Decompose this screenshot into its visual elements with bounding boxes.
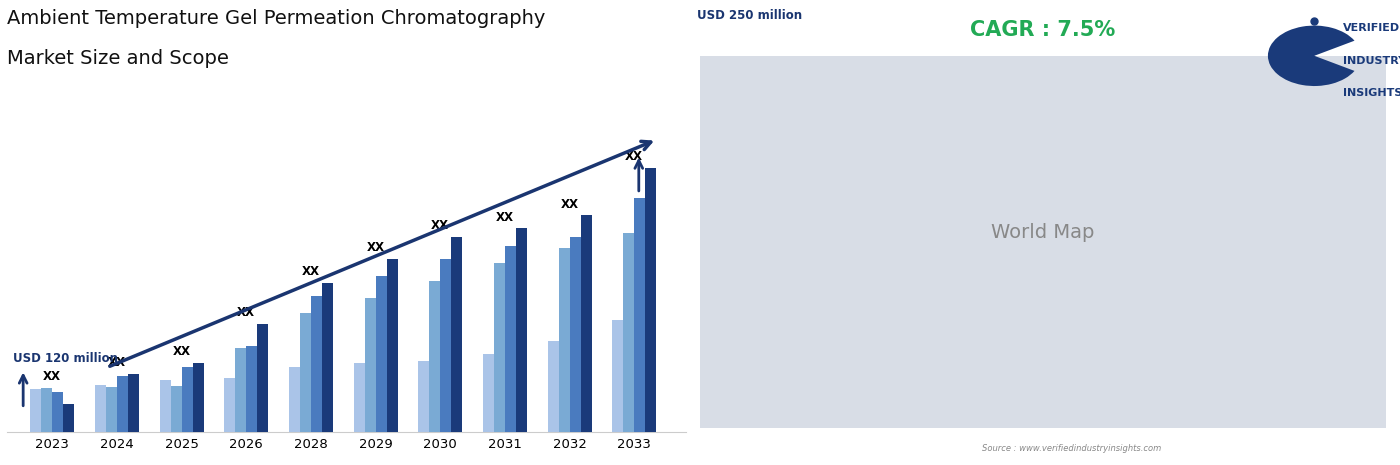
Bar — [559, 248, 570, 432]
Text: XX: XX — [237, 306, 255, 319]
Bar — [127, 374, 139, 432]
Bar — [311, 296, 322, 432]
Bar — [483, 354, 494, 432]
Text: XX: XX — [172, 345, 190, 358]
Bar — [288, 367, 300, 432]
Bar — [375, 276, 386, 432]
Bar — [63, 404, 74, 432]
Bar — [517, 228, 526, 432]
Bar — [235, 348, 246, 432]
Bar — [41, 388, 52, 432]
Text: Source : www.verifiedindustryinsights.com: Source : www.verifiedindustryinsights.co… — [981, 445, 1161, 453]
Text: XX: XX — [43, 370, 62, 383]
Bar — [246, 345, 258, 432]
Bar — [570, 237, 581, 432]
Bar — [171, 386, 182, 432]
Bar — [700, 56, 1386, 428]
Text: XX: XX — [496, 211, 514, 224]
Text: INDUSTRY: INDUSTRY — [1343, 56, 1400, 66]
Bar — [354, 363, 364, 432]
Bar — [430, 280, 440, 432]
Bar — [494, 263, 505, 432]
Bar — [193, 363, 203, 432]
Text: Market Size and Scope: Market Size and Scope — [7, 49, 228, 68]
Bar — [440, 259, 451, 432]
Bar — [645, 168, 657, 432]
Text: Ambient Temperature Gel Permeation Chromatography: Ambient Temperature Gel Permeation Chrom… — [7, 9, 546, 28]
Bar — [547, 341, 559, 432]
Bar — [182, 367, 193, 432]
Text: World Map: World Map — [991, 223, 1095, 242]
Bar — [451, 237, 462, 432]
Bar — [31, 389, 41, 432]
Text: USD 250 million: USD 250 million — [697, 9, 802, 22]
Text: CAGR : 7.5%: CAGR : 7.5% — [970, 20, 1116, 40]
Bar — [118, 376, 127, 432]
Bar — [623, 233, 634, 432]
Bar — [106, 387, 118, 432]
Wedge shape — [1268, 26, 1355, 86]
Bar — [224, 378, 235, 432]
Text: XX: XX — [367, 241, 385, 254]
Bar — [95, 385, 106, 432]
Bar — [322, 283, 333, 432]
Text: XX: XX — [431, 219, 449, 232]
Bar — [300, 313, 311, 432]
Bar — [258, 324, 269, 432]
Bar — [505, 246, 517, 432]
Bar — [581, 215, 592, 432]
Text: XX: XX — [626, 150, 643, 163]
Text: XX: XX — [108, 356, 126, 369]
Text: XX: XX — [560, 198, 578, 211]
Bar — [160, 380, 171, 432]
Text: INSIGHTS: INSIGHTS — [1343, 88, 1400, 99]
Text: VERIFIED: VERIFIED — [1343, 23, 1400, 33]
Bar — [612, 319, 623, 432]
Bar — [52, 392, 63, 432]
Bar — [364, 298, 375, 432]
Text: XX: XX — [302, 265, 321, 278]
Bar — [386, 259, 398, 432]
Bar — [419, 361, 430, 432]
Text: USD 120 million: USD 120 million — [14, 352, 119, 365]
Bar — [634, 198, 645, 432]
